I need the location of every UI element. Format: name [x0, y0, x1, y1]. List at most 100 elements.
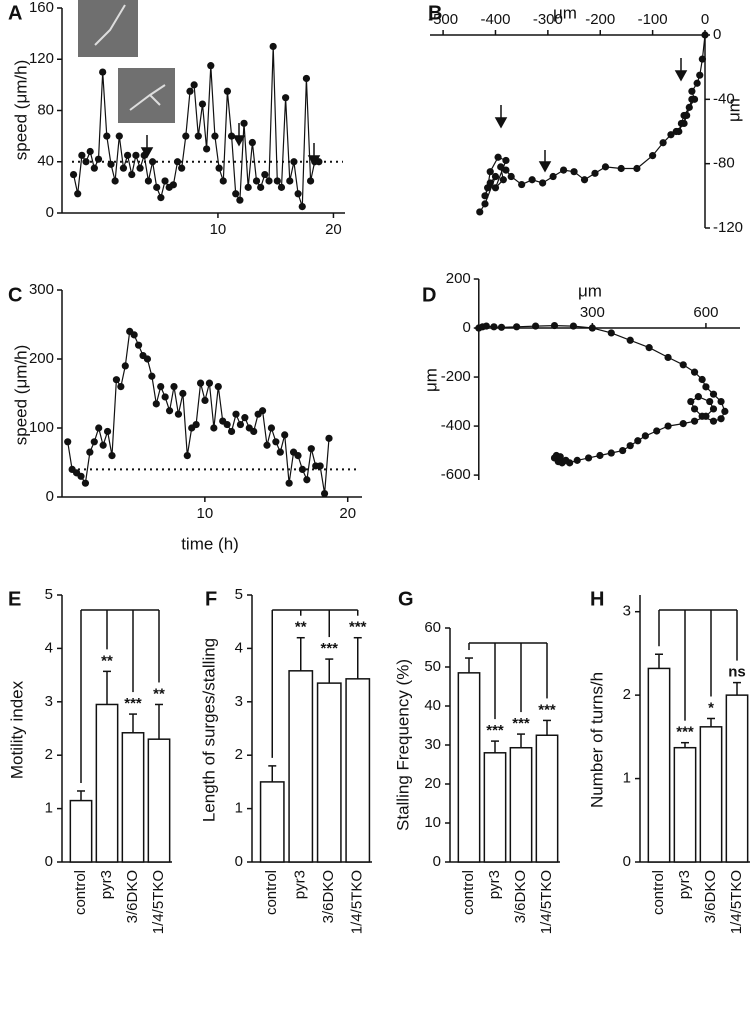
point — [596, 451, 604, 460]
point — [325, 434, 333, 442]
bar — [147, 738, 171, 863]
point — [99, 441, 107, 449]
point — [653, 427, 661, 435]
point — [690, 368, 699, 376]
point — [499, 176, 507, 184]
x-tick-label: 10 — [197, 505, 214, 522]
point — [143, 355, 152, 363]
point — [690, 405, 699, 413]
point — [64, 438, 72, 446]
significance-label: ns — [728, 664, 746, 681]
point — [687, 397, 695, 406]
x-tick-label: -500 — [428, 11, 458, 28]
y-axis-title: Motility index — [7, 680, 26, 779]
point — [81, 479, 90, 487]
point — [679, 420, 687, 428]
x-tick-label: 1/4/5TKO — [349, 870, 366, 934]
point — [236, 420, 245, 429]
point — [481, 200, 489, 208]
point — [645, 344, 653, 352]
point — [227, 132, 236, 140]
point — [148, 158, 157, 166]
point — [672, 127, 680, 136]
point — [573, 456, 581, 464]
y-tick-label: 0 — [46, 204, 54, 221]
point — [626, 336, 634, 344]
significance-label: *** — [320, 640, 338, 657]
point — [194, 132, 202, 140]
point — [265, 177, 273, 185]
point — [90, 438, 98, 446]
point — [290, 158, 298, 166]
arrow-head — [494, 117, 508, 129]
point — [153, 183, 161, 191]
point — [198, 100, 207, 108]
point — [232, 410, 240, 418]
point — [90, 164, 98, 172]
y-tick-label: 0 — [45, 853, 53, 870]
point — [285, 479, 293, 487]
panel-label: G — [398, 588, 414, 610]
x-axis-title: μm — [553, 3, 577, 22]
point — [130, 331, 138, 339]
point — [588, 324, 596, 332]
y-tick-label: 1 — [623, 770, 631, 787]
point — [717, 415, 725, 423]
point — [688, 95, 696, 103]
point — [570, 168, 578, 176]
point — [201, 396, 209, 404]
x-tick-label: 300 — [580, 304, 605, 321]
point — [148, 372, 156, 380]
point — [664, 353, 672, 362]
x-tick-label: 1/4/5TKO — [728, 870, 745, 934]
point — [169, 181, 177, 189]
arrow-head — [232, 135, 246, 147]
point — [709, 390, 718, 398]
point — [490, 323, 498, 331]
point — [528, 176, 536, 184]
point — [302, 74, 311, 83]
point — [286, 177, 294, 185]
point — [232, 190, 240, 198]
point — [531, 322, 540, 330]
point — [236, 196, 244, 204]
point — [124, 151, 132, 159]
point — [549, 172, 557, 181]
y-tick-label: 3 — [235, 693, 243, 710]
panel-label: A — [8, 2, 22, 24]
point — [179, 389, 187, 398]
bar — [121, 732, 145, 863]
panel-label: B — [428, 2, 442, 24]
point — [690, 417, 699, 425]
point — [486, 168, 494, 176]
point — [261, 170, 269, 179]
x-tick-label: 3/6DKO — [320, 870, 337, 923]
y-axis-title: μm — [421, 368, 440, 392]
y-tick-label: 4 — [45, 639, 53, 656]
point — [298, 202, 306, 211]
point — [617, 164, 625, 173]
point — [659, 139, 667, 147]
point — [214, 383, 222, 391]
bar — [509, 746, 533, 863]
bar — [345, 678, 371, 863]
point — [134, 341, 143, 349]
point — [219, 177, 227, 185]
point — [626, 442, 634, 450]
bar — [647, 667, 671, 863]
y-tick-label: 200 — [29, 350, 54, 367]
point — [693, 79, 701, 87]
point — [518, 180, 526, 189]
point — [192, 420, 200, 429]
point — [698, 375, 706, 384]
y-tick-label: 1 — [45, 800, 53, 817]
y-tick-label: 100 — [29, 419, 54, 436]
trace — [479, 34, 706, 213]
y-tick-label: 1 — [235, 800, 243, 817]
point — [294, 452, 302, 460]
point — [121, 362, 129, 370]
y-tick-label: -400 — [441, 417, 471, 434]
significance-label: *** — [486, 722, 504, 739]
y-tick-label: 0 — [433, 853, 441, 870]
point — [709, 417, 718, 425]
